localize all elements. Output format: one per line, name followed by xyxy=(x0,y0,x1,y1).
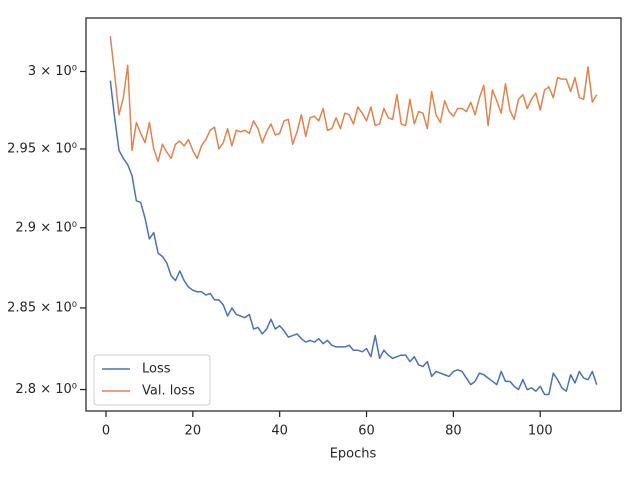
y-tick-label: 2.85 × 10⁰ xyxy=(7,300,77,315)
y-tick-label: 2.95 × 10⁰ xyxy=(7,141,77,156)
legend-label: Val. loss xyxy=(142,384,195,399)
line-series xyxy=(109,36,598,163)
legend: Loss Val. loss xyxy=(93,354,211,406)
y-tick-label: 2.9 × 10⁰ xyxy=(15,220,77,235)
x-tick-label: 40 xyxy=(271,424,288,439)
x-tick-label: 60 xyxy=(358,424,375,439)
y-tick-label: 2.8 × 10⁰ xyxy=(15,382,77,397)
plot-frame xyxy=(85,17,622,412)
y-tick-label: 3 × 10⁰ xyxy=(28,64,77,79)
legend-box xyxy=(93,354,211,406)
x-axis-label: Epochs xyxy=(330,447,377,462)
x-tick-label: 80 xyxy=(445,424,462,439)
x-tick-label: 20 xyxy=(185,424,202,439)
x-tick-label: 0 xyxy=(102,424,110,439)
legend-label: Loss xyxy=(142,362,171,377)
x-tick-label: 100 xyxy=(528,424,553,439)
line-series xyxy=(109,80,598,396)
